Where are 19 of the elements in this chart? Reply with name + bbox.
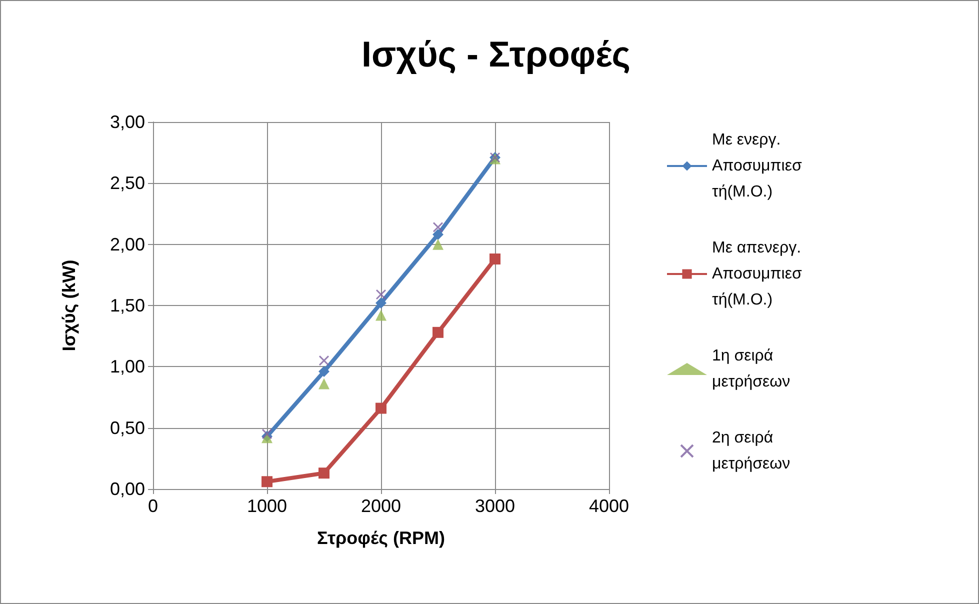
legend-label: 2η σειρά μετρήσεων bbox=[712, 430, 790, 472]
x-tick-label: 2000 bbox=[360, 496, 402, 516]
x-tick-label: 4000 bbox=[588, 496, 630, 516]
legend-label: Με ενεργ. Αποσυμπιεστή(Μ.Ο.) bbox=[712, 132, 802, 200]
y-tick-label: 2,00 bbox=[110, 234, 145, 254]
x-tick-label: 0 bbox=[148, 496, 158, 516]
y-tick-label: 3,00 bbox=[110, 112, 145, 132]
x-axis-title: Στροφές (RPM) bbox=[316, 528, 446, 548]
y-tick-label: 0,50 bbox=[110, 418, 145, 438]
y-axis-title: Ισχύς (kW) bbox=[59, 260, 79, 352]
y-tick-label: 0,00 bbox=[110, 479, 145, 499]
legend-label: Με απενεργ. Αποσυμπιεστή(Μ.Ο.) bbox=[712, 240, 806, 308]
legend-label: 1η σειρά μετρήσεων bbox=[712, 348, 790, 390]
x-tick-label: 3000 bbox=[474, 496, 516, 516]
y-tick-label: 2,50 bbox=[110, 173, 145, 194]
chart-title: Ισχύς - Στροφές bbox=[361, 34, 631, 74]
y-tick-label: 1,00 bbox=[110, 356, 145, 377]
y-tick-label: 1,50 bbox=[110, 296, 145, 316]
x-tick-label: 1000 bbox=[246, 496, 288, 516]
